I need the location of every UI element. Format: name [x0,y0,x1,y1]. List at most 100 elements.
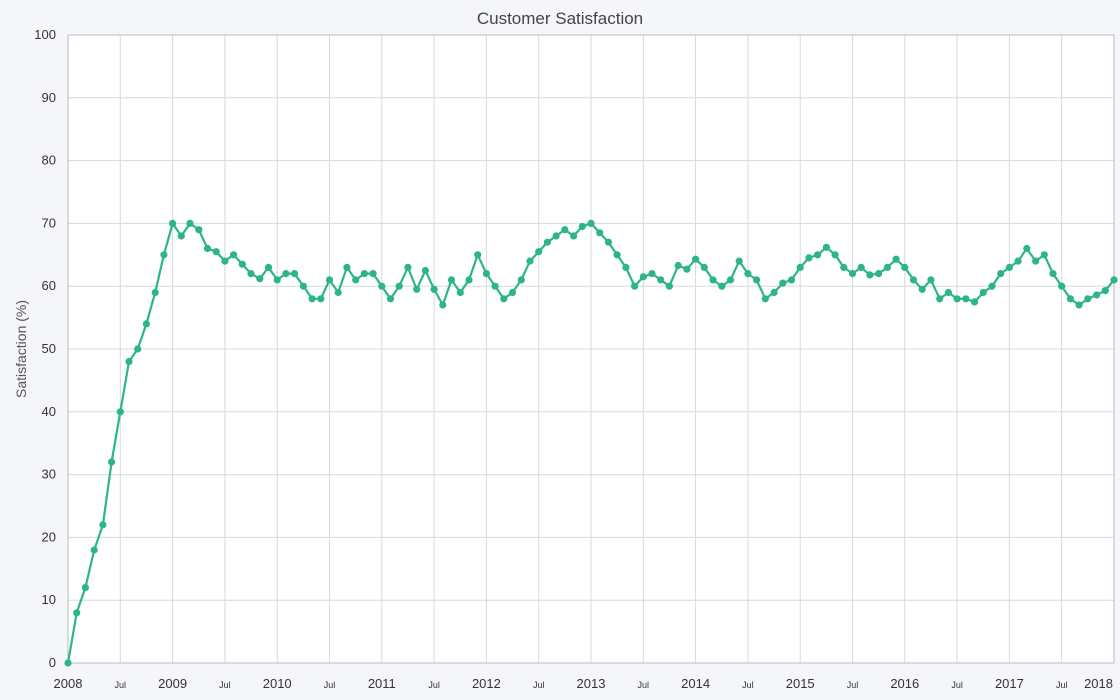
data-point [299,282,307,290]
data-point [99,521,107,529]
data-point [700,263,708,271]
data-point [482,270,490,278]
data-point [334,288,342,297]
grid-lines [67,34,1115,664]
data-point [587,219,595,227]
data-point [735,257,743,265]
data-point [535,248,543,256]
data-point [500,295,508,303]
data-point [726,276,735,284]
data-point [474,251,482,259]
data-point [875,270,883,278]
data-point [1014,257,1022,265]
data-point [142,320,150,328]
data-point [134,345,142,353]
data-point [866,271,874,279]
data-point [1066,295,1074,303]
data-point [901,263,909,271]
data-point [927,276,935,284]
x-tick-label: Jul [638,680,650,690]
data-point [404,263,412,271]
data-point [282,270,290,278]
data-point [430,285,438,293]
data-point [909,276,918,284]
data-point [840,263,848,271]
data-point [264,263,273,271]
data-point [692,255,700,263]
data-point [526,257,534,265]
data-point [883,263,892,271]
data-point [203,244,212,253]
x-tick-label: 2011 [368,676,396,691]
data-point [125,358,133,366]
data-point [683,265,691,273]
satisfaction-series [64,219,1118,667]
data-point [779,279,787,287]
data-point [857,263,865,271]
x-tick-label: Jul [1056,680,1068,690]
data-point [997,270,1005,278]
x-tick-label: Jul [219,680,231,690]
data-point [1084,295,1092,303]
data-point [814,251,822,259]
x-axis-ticks: 2008 Jul 2009 Jul 2010 Jul 2011 Jul 2012 Jul 2013 J… [54,676,1113,691]
data-point [81,584,89,592]
data-point [657,276,665,284]
data-point [979,288,987,297]
data-point [491,282,499,290]
data-point [273,276,281,284]
x-tick-label: 2015 [786,676,815,691]
data-point [1032,257,1040,265]
data-point [73,609,81,617]
data-point [308,295,316,303]
plot-frame [67,34,1115,664]
data-point [343,263,351,271]
data-point [447,276,456,284]
data-point [386,295,395,303]
data-point [508,288,517,297]
data-point [822,243,831,251]
data-point [648,270,656,278]
data-point [90,546,98,554]
data-point [64,659,72,667]
y-tick-label: 40 [42,404,56,419]
data-point [665,282,674,290]
data-point [613,251,621,259]
x-tick-label: Jul [742,680,754,690]
y-tick-label: 90 [42,90,56,105]
data-point [848,270,857,278]
data-point [796,263,804,271]
data-point [186,219,194,227]
y-axis-ticks: 0 10 20 30 40 50 60 70 80 90 100 [34,27,56,670]
y-tick-label: 80 [42,153,56,168]
data-point [709,276,717,284]
data-point [744,270,752,278]
data-point [465,276,473,284]
data-point [369,270,377,278]
data-point [212,248,220,256]
data-point [395,282,403,290]
data-point [718,282,726,290]
x-tick-label: Jul [324,680,336,690]
data-point [291,270,299,278]
data-point [962,295,970,303]
data-point [570,232,578,240]
data-point [413,285,421,293]
data-point [151,288,159,297]
x-tick-label: Jul [847,680,859,690]
data-point [918,285,926,293]
data-point [360,270,368,278]
chart-title: Customer Satisfaction [477,9,643,28]
x-tick-label: 2018 [1084,676,1113,691]
data-point [238,260,246,268]
data-point [247,270,255,278]
data-point [543,238,552,246]
data-point [1075,301,1083,309]
x-tick-label: Jul [428,680,440,690]
y-tick-label: 70 [42,215,56,230]
data-point [116,408,124,416]
y-tick-label: 20 [42,529,56,544]
y-tick-label: 0 [49,655,56,670]
data-point [325,276,334,284]
